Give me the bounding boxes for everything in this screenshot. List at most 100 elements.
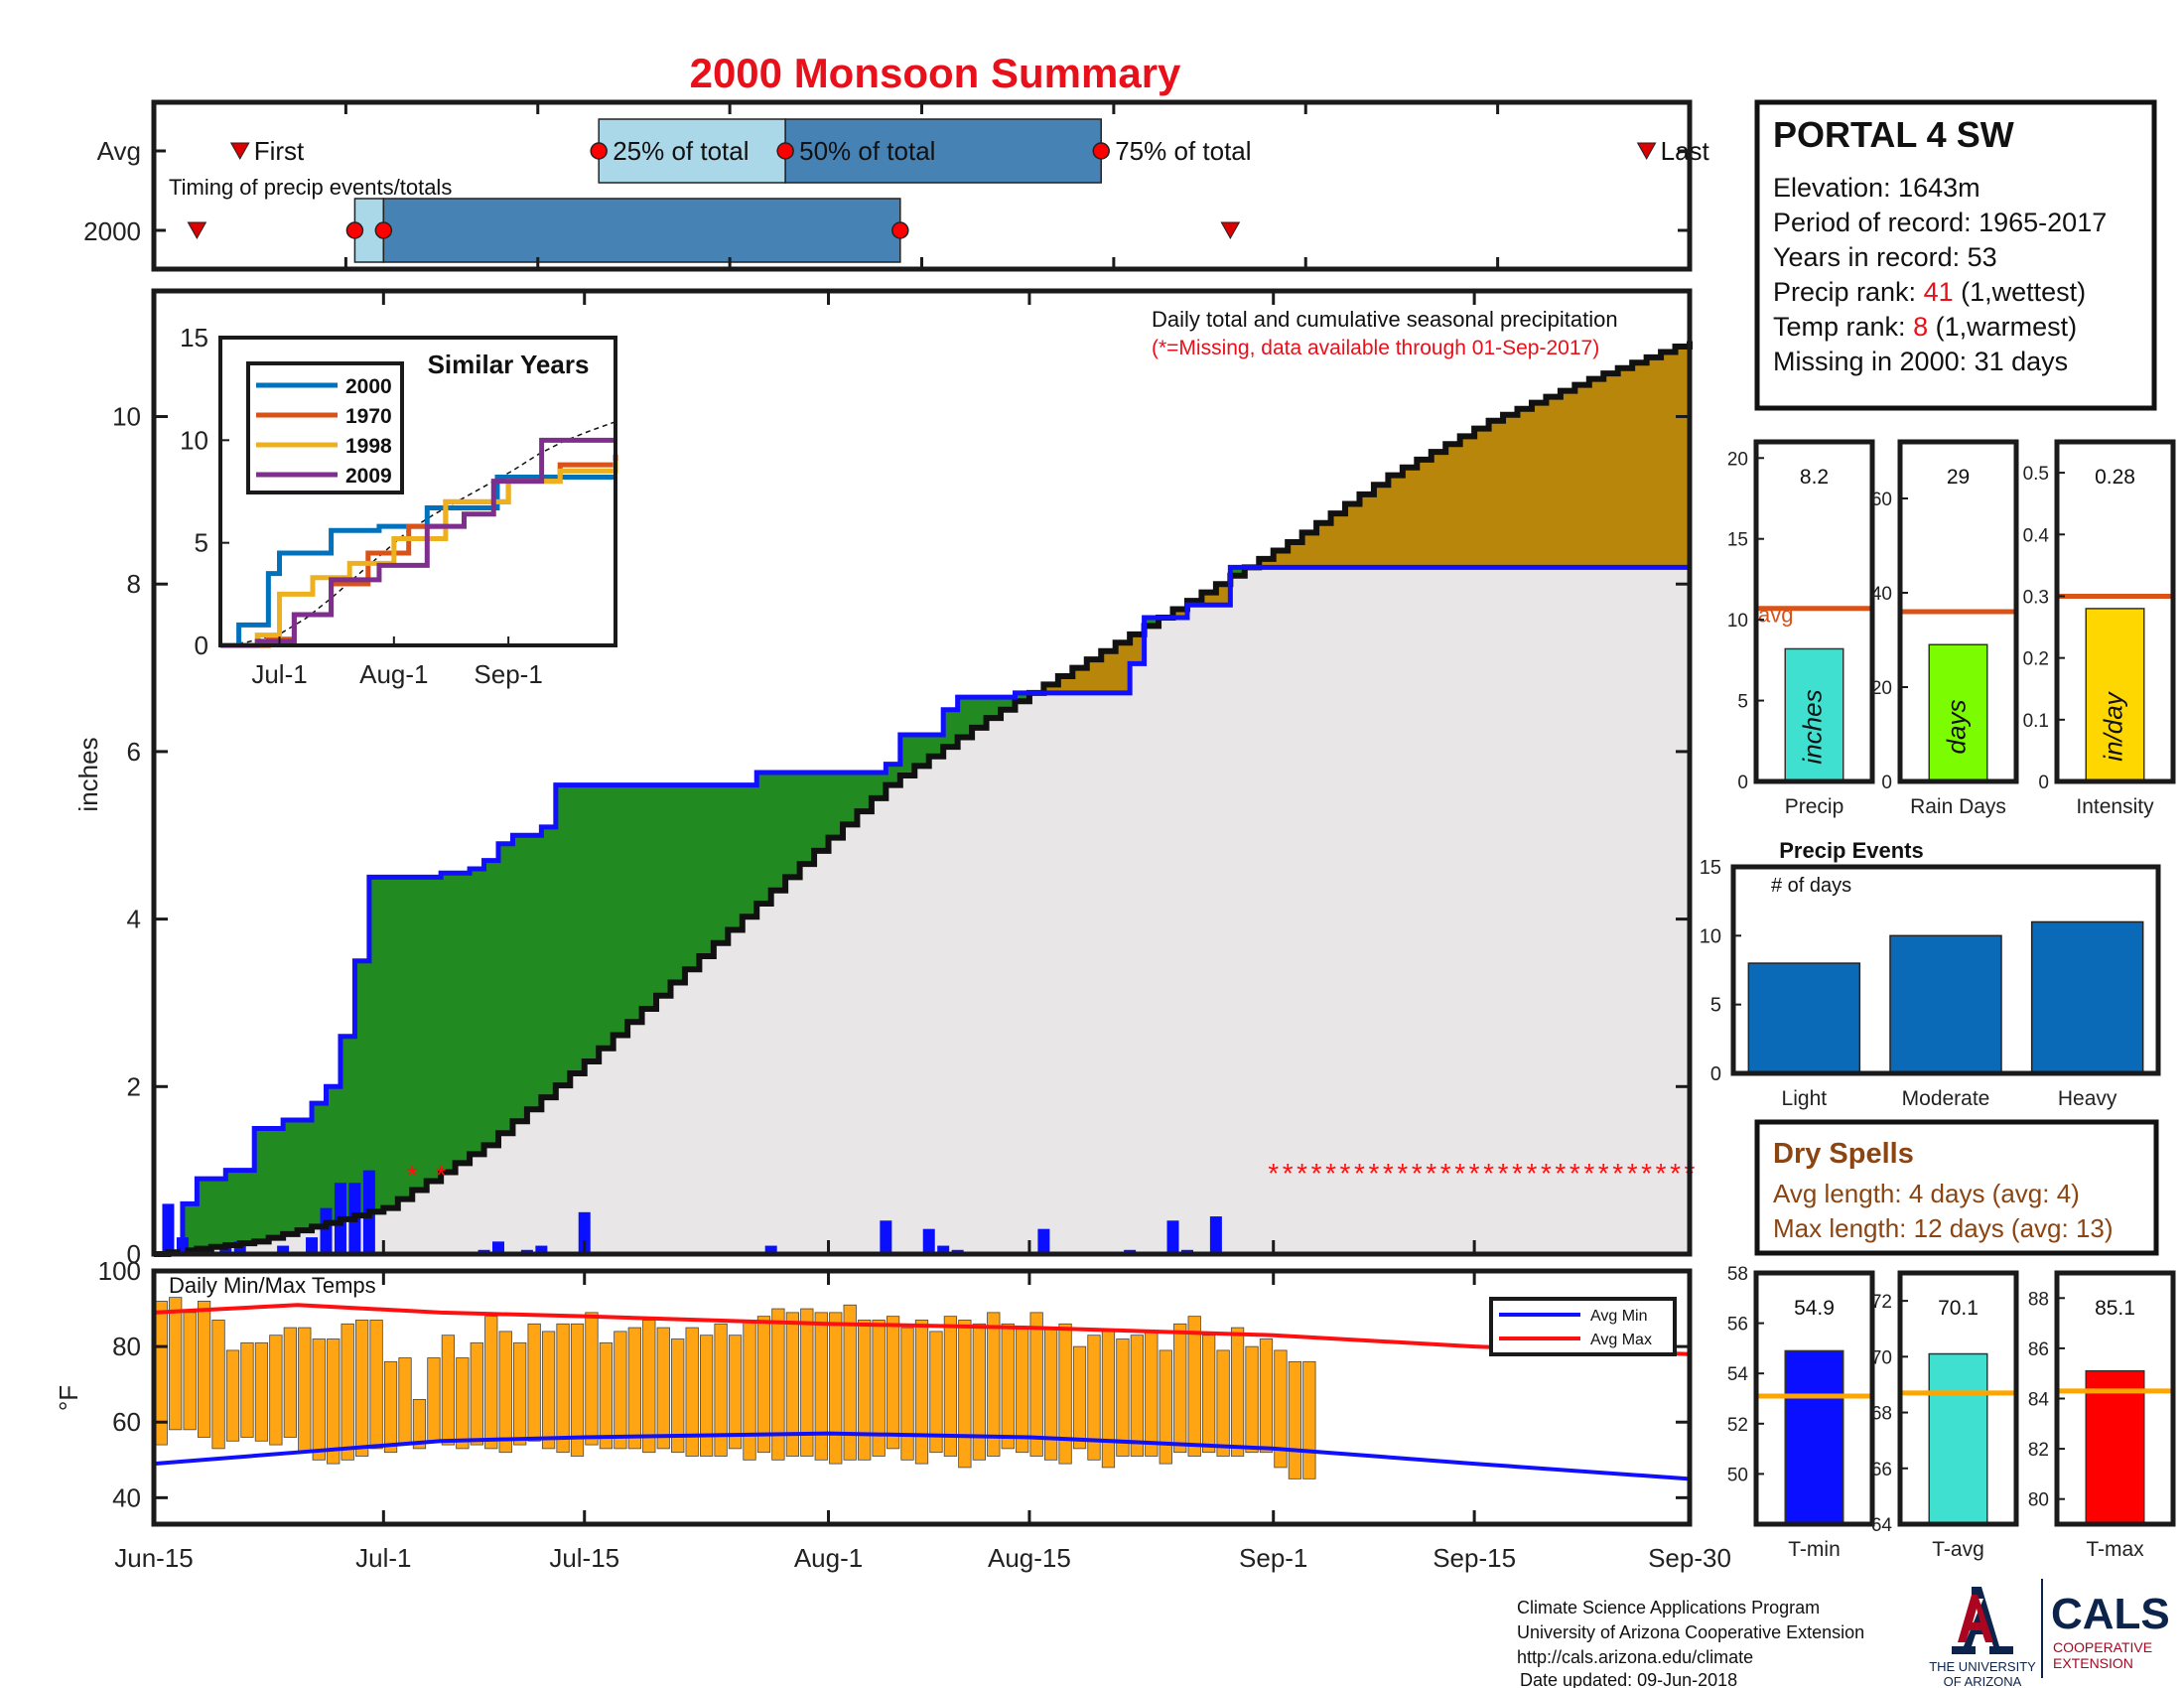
timing-avg-first-marker	[229, 142, 250, 161]
temps-legend	[1489, 1297, 1677, 1356]
daily-temp-range-bar	[269, 1335, 283, 1446]
daily-temp-range-bar	[341, 1323, 354, 1461]
raindays-panel-frame	[1897, 439, 2019, 784]
intensity-ytick-label: 0	[2038, 773, 2049, 793]
university-of-arizona-logo: THE UNIVERSITY OF ARIZONA	[1929, 1587, 2036, 1688]
daily-temp-range-bar	[1016, 1327, 1029, 1454]
events-frame	[1730, 864, 2161, 1076]
daily-temp-range-bar	[456, 1357, 470, 1450]
timing-year2000-p25-marker	[345, 221, 364, 239]
timing-year2000-p75-marker	[891, 221, 909, 239]
missing-day-marker: *	[1527, 1158, 1538, 1189]
date-tick-label: Sep-15	[1433, 1543, 1516, 1573]
missing-day-marker: *	[1670, 1158, 1681, 1189]
missing-day-marker: *	[1656, 1158, 1667, 1189]
daily-temp-range-bar	[541, 1331, 556, 1450]
precip-ytick-label: 0	[1737, 773, 1748, 793]
timing-panel-frame	[151, 99, 1693, 272]
daily-temp-range-bar	[1058, 1323, 1072, 1465]
missing-day-marker: *	[1555, 1158, 1566, 1189]
temps-ytick-label: 100	[98, 1256, 141, 1286]
daily-temp-range-bar	[1187, 1316, 1201, 1457]
daily-temp-range-bar	[427, 1357, 441, 1442]
ua-logo-line-1: THE UNIVERSITY	[1929, 1659, 2036, 1674]
inset-series-2009	[220, 437, 615, 648]
tavg-panel-frame	[1897, 1270, 2019, 1527]
legend-avg-min: Avg Min	[1590, 1308, 1648, 1325]
daily-temp-range-bar	[1145, 1331, 1159, 1457]
daily-temp-range-bar	[800, 1308, 814, 1457]
tavg-ytick-label: 72	[1871, 1292, 1892, 1313]
average-cumulative-line	[154, 341, 1693, 1257]
intensity-ytick-label: 0.2	[2023, 649, 2049, 670]
precip-ytick-label: 10	[1727, 611, 1748, 632]
daily-temp-range-bar	[527, 1323, 541, 1442]
date-tick-label: Sep-30	[1648, 1543, 1731, 1573]
daily-temp-range-bar	[843, 1304, 857, 1461]
timing-row-2000: 2000	[83, 216, 141, 246]
dry-spells-max: Max length: 12 days (avg: 13)	[1773, 1213, 2114, 1243]
missing-day-marker: *	[1469, 1158, 1480, 1189]
missing-day-marker: *	[1297, 1158, 1307, 1189]
daily-temp-range-bar	[327, 1338, 341, 1465]
precip-unit: inches	[1797, 689, 1827, 764]
daily-precip-bar	[922, 1228, 935, 1254]
daily-temp-range-bar	[1087, 1335, 1101, 1461]
daily-temp-range-bar	[1230, 1327, 1245, 1457]
missing-day-marker: *	[1440, 1158, 1451, 1189]
temps-ytick-label: 60	[112, 1407, 141, 1437]
daily-temp-range-bar	[412, 1399, 427, 1450]
dry-spells-frame	[1754, 1119, 2159, 1256]
missing-day-marker: *	[407, 1160, 418, 1191]
timing-year2000-q2-box	[382, 198, 901, 263]
daily-temp-range-bar	[943, 1316, 958, 1457]
daily-precip-bar	[880, 1220, 892, 1254]
tmin-value-bar	[1784, 1349, 1844, 1525]
inset-series-2000	[220, 475, 615, 648]
daily-temp-range-bar	[240, 1341, 254, 1438]
events-ytick-label: 15	[1700, 857, 1721, 879]
daily-temp-range-bar	[283, 1327, 297, 1438]
precip-ytick-label: 20	[1727, 449, 1748, 470]
precip-value-bar	[1784, 647, 1844, 782]
timing-avg-last-marker	[1636, 142, 1657, 161]
tmax-label: T-max	[2086, 1538, 2144, 1561]
inset-xtick-label: Aug-1	[359, 659, 428, 689]
ua-a-mark-inner	[1958, 1595, 1993, 1642]
event-bar-heavy	[2030, 920, 2144, 1074]
missing-day-marker: *	[1283, 1158, 1294, 1189]
missing-day-marker: *	[1311, 1158, 1322, 1189]
raindays-ytick-label: 20	[1871, 678, 1892, 699]
tmax-value: 85.1	[2095, 1297, 2135, 1320]
inset-ytick-label: 10	[180, 425, 208, 455]
daily-temp-range-bar	[498, 1331, 512, 1454]
daily-precip-bar	[162, 1203, 175, 1254]
daily-temp-range-bar	[656, 1327, 670, 1450]
temps-plot	[153, 1297, 1691, 1481]
daily-temp-range-bar	[383, 1360, 398, 1454]
intensity-ytick-label: 0.5	[2023, 464, 2049, 485]
intensity-ytick-label: 0.1	[2023, 711, 2049, 732]
date-tick-label: Sep-1	[1239, 1543, 1307, 1573]
temps-ytick-label: 80	[112, 1332, 141, 1361]
timing-marks: First 25% of total 50% of total 75% of tota…	[154, 102, 1710, 269]
precip-panel-frame	[1753, 439, 1875, 784]
tmin-ytick-label: 58	[1727, 1264, 1748, 1285]
missing-day-marker: *	[1570, 1158, 1580, 1189]
daily-temp-range-bar	[197, 1301, 211, 1438]
station-details: Elevation: 1643m Period of record: 1965-2…	[1773, 173, 2107, 376]
event-bar-light	[1747, 962, 1861, 1074]
event-category-label: Moderate	[1902, 1087, 1990, 1110]
daily-temp-range-bar	[1101, 1331, 1116, 1469]
date-tick-label: Jul-1	[355, 1543, 411, 1573]
missing-day-marker: *	[1483, 1158, 1494, 1189]
daily-temp-range-bar	[814, 1312, 828, 1461]
inset-legend-label: 1998	[345, 435, 392, 458]
daily-temp-range-bar	[312, 1338, 326, 1461]
daily-precip-bar	[306, 1237, 319, 1254]
tmin-value: 54.9	[1794, 1297, 1835, 1320]
events-bars: Light Moderate Heavy 0 5 10 15	[1700, 857, 2144, 1110]
daily-temp-range-bar	[614, 1331, 627, 1450]
daily-temp-range-bar	[1072, 1345, 1087, 1450]
missing-day-marker: *	[1268, 1158, 1279, 1189]
